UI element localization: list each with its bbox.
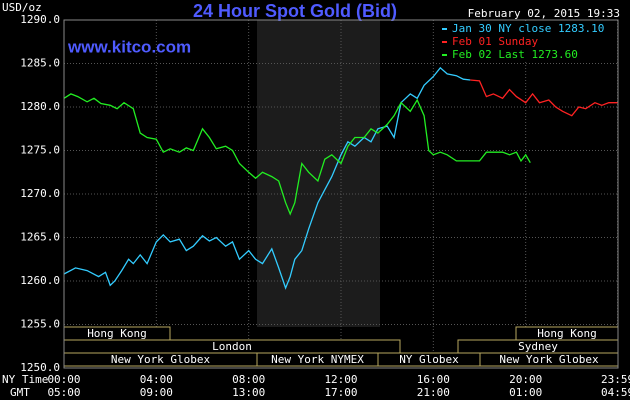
x-tick-label: 04:00	[140, 373, 173, 386]
session-label: New York NYMEX	[271, 353, 364, 366]
session-label: NY Globex	[399, 353, 459, 366]
legend-label: Feb 01 Sunday	[452, 35, 538, 48]
session-label: Hong Kong	[87, 327, 147, 340]
x-tick-label: 08:00	[232, 373, 265, 386]
x-tick-label: 12:00	[324, 373, 357, 386]
plot-frame	[63, 19, 619, 369]
legend-label: Jan 30 NY close 1283.10	[452, 22, 604, 35]
session-label: Hong Kong	[537, 327, 597, 340]
timestamp: February 02, 2015 19:33	[468, 7, 620, 20]
session-label: Sydney	[518, 340, 558, 353]
legend-label: Feb 02 Last 1273.60	[452, 48, 578, 61]
y-axis-label: USD/oz	[2, 1, 42, 14]
x-tick-label-gmt: 01:00	[509, 386, 542, 399]
session-label: New York Globex	[111, 353, 211, 366]
y-tick-label: 1250.0	[20, 361, 60, 374]
x-tick-label-gmt: 13:00	[232, 386, 265, 399]
y-tick-label: 1275.0	[20, 144, 60, 157]
y-tick-label: 1255.0	[20, 318, 60, 331]
session-shade	[257, 20, 380, 327]
x-row-label: GMT	[10, 386, 30, 399]
site-url: www.kitco.com	[67, 37, 191, 56]
x-tick-label-gmt: 04:59	[601, 386, 630, 399]
y-tick-label: 1260.0	[20, 274, 60, 287]
x-tick-label-gmt: 21:00	[417, 386, 450, 399]
y-tick-label: 1270.0	[20, 187, 60, 200]
x-row-label: NY Time	[2, 373, 48, 386]
x-tick-label: 23:59	[601, 373, 630, 386]
session-label: London	[212, 340, 252, 353]
x-tick-label: 20:00	[509, 373, 542, 386]
x-tick-label: 00:00	[47, 373, 80, 386]
x-tick-label-gmt: 17:00	[324, 386, 357, 399]
legend-box	[440, 21, 617, 61]
series-line	[63, 93, 531, 216]
series-line	[470, 79, 618, 117]
x-tick-label: 16:00	[417, 373, 450, 386]
y-tick-label: 1290.0	[20, 13, 60, 26]
x-tick-label-gmt: 05:00	[47, 386, 80, 399]
y-tick-label: 1285.0	[20, 57, 60, 70]
chart-title: 24 Hour Spot Gold (Bid)	[193, 1, 397, 21]
session-label: New York Globex	[499, 353, 599, 366]
y-tick-label: 1265.0	[20, 231, 60, 244]
y-tick-label: 1280.0	[20, 100, 60, 113]
x-tick-label-gmt: 09:00	[140, 386, 173, 399]
